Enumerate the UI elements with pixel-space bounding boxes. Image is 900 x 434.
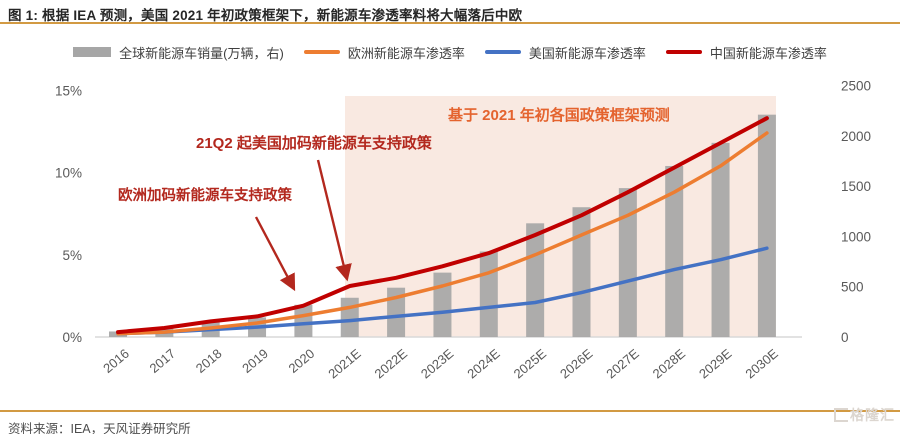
source-text: 资料来源：IEA，天风证券研究所 — [8, 422, 191, 434]
legend-swatch-us-penetration — [484, 50, 521, 54]
x-axis-tick-2020: 2020 — [286, 346, 318, 376]
legend-item-us-penetration: 美国新能源车渗透率 — [484, 43, 646, 62]
bar-2027E — [618, 188, 637, 337]
x-axis-tick-2021E: 2021E — [325, 346, 364, 382]
bar-2021E — [340, 297, 359, 337]
left-axis-tick-0: 0% — [62, 330, 82, 345]
x-axis-tick-2022E: 2022E — [372, 346, 411, 382]
x-axis-tick-2027E: 2027E — [603, 346, 642, 382]
x-axis-tick-2025E: 2025E — [511, 346, 550, 382]
line-europe-penetration — [116, 131, 769, 336]
legend-label-global-ev-sales: 全球新能源车销量(万辆，右) — [119, 45, 284, 61]
gelonghui-watermark-text: 格隆汇 — [850, 407, 895, 423]
x-axis-tick-2016: 2016 — [100, 346, 132, 376]
legend-swatch-global-ev-sales — [73, 47, 112, 57]
bar-2020 — [294, 304, 313, 337]
bar-2028E — [665, 165, 684, 337]
x-axis-tick-2019: 2019 — [239, 346, 271, 376]
left-axis-labels: 0% 5% 10% 15% — [55, 83, 82, 345]
legend-item-china-penetration: 中国新能源车渗透率 — [665, 43, 827, 62]
right-axis-labels: 0 500 1000 1500 2000 2500 — [841, 79, 871, 346]
bar-2026E — [572, 207, 591, 337]
gelonghui-watermark: 格隆汇 — [834, 405, 895, 425]
right-axis-tick-2000: 2000 — [841, 129, 871, 144]
x-axis-tick-2028E: 2028E — [650, 346, 689, 382]
x-axis-tick-2023E: 2023E — [418, 346, 457, 382]
legend-label-us-penetration: 美国新能源车渗透率 — [528, 45, 646, 61]
line-us-penetration — [116, 246, 769, 336]
right-axis-tick-2500: 2500 — [841, 79, 871, 94]
left-axis-tick-5: 5% — [62, 248, 82, 263]
bar-2025E — [526, 223, 545, 337]
x-axis-labels: 2016 2017 2018 2019 2020 2021E 2022E 2023E 2024E… — [100, 346, 781, 382]
annotation-arrow-us — [316, 159, 352, 282]
figure-title-row: 图 1: 根据 IEA 预测，美国 2021 年初政策框架下，新能源车渗透率料将… — [0, 0, 900, 24]
right-axis-tick-1000: 1000 — [841, 229, 871, 244]
chart-legend: 全球新能源车销量(万辆，右) 欧洲新能源车渗透率 美国新能源车渗透率 中国新能源车渗透… — [0, 41, 900, 63]
source-row: 资料来源：IEA，天风证券研究所 — [0, 410, 900, 434]
bar-2030E — [757, 114, 776, 337]
legend-item-europe-penetration: 欧洲新能源车渗透率 — [303, 43, 465, 62]
bar-2024E — [479, 251, 498, 337]
right-axis-tick-1500: 1500 — [841, 179, 871, 194]
legend-swatch-europe-penetration — [303, 50, 340, 54]
right-axis-tick-500: 500 — [841, 280, 864, 295]
right-axis-tick-0: 0 — [841, 330, 849, 345]
bar-2023E — [433, 272, 452, 337]
left-axis-tick-10: 10% — [55, 166, 82, 181]
legend-item-global-ev-sales: 全球新能源车销量(万辆，右) — [73, 43, 284, 62]
x-axis-tick-2018: 2018 — [193, 346, 225, 376]
x-axis-tick-2026E: 2026E — [557, 346, 596, 382]
line-china-penetration — [116, 116, 769, 335]
annotation-arrow-europe — [254, 216, 296, 292]
annotation-europe-policy: 欧洲加码新能源车支持政策 — [118, 188, 292, 204]
legend-swatch-china-penetration — [665, 50, 702, 54]
annotation-us-policy: 21Q2 起美国加码新能源车支持政策 — [196, 135, 432, 152]
legend-label-europe-penetration: 欧洲新能源车渗透率 — [347, 45, 465, 61]
bar-2029E — [711, 142, 730, 337]
x-axis-tick-2017: 2017 — [146, 346, 178, 376]
figure-title: 图 1: 根据 IEA 预测，美国 2021 年初政策框架下，新能源车渗透率料将… — [8, 8, 523, 23]
annotation-forecast-basis: 基于 2021 年初各国政策框架预测 — [448, 107, 670, 124]
x-axis-tick-2029E: 2029E — [696, 346, 735, 382]
gelonghui-logo-icon — [834, 408, 848, 422]
x-axis-tick-2030E: 2030E — [742, 346, 781, 382]
left-axis-tick-15: 15% — [55, 83, 82, 98]
x-axis-tick-2024E: 2024E — [464, 346, 503, 382]
legend-label-china-penetration: 中国新能源车渗透率 — [709, 45, 827, 61]
